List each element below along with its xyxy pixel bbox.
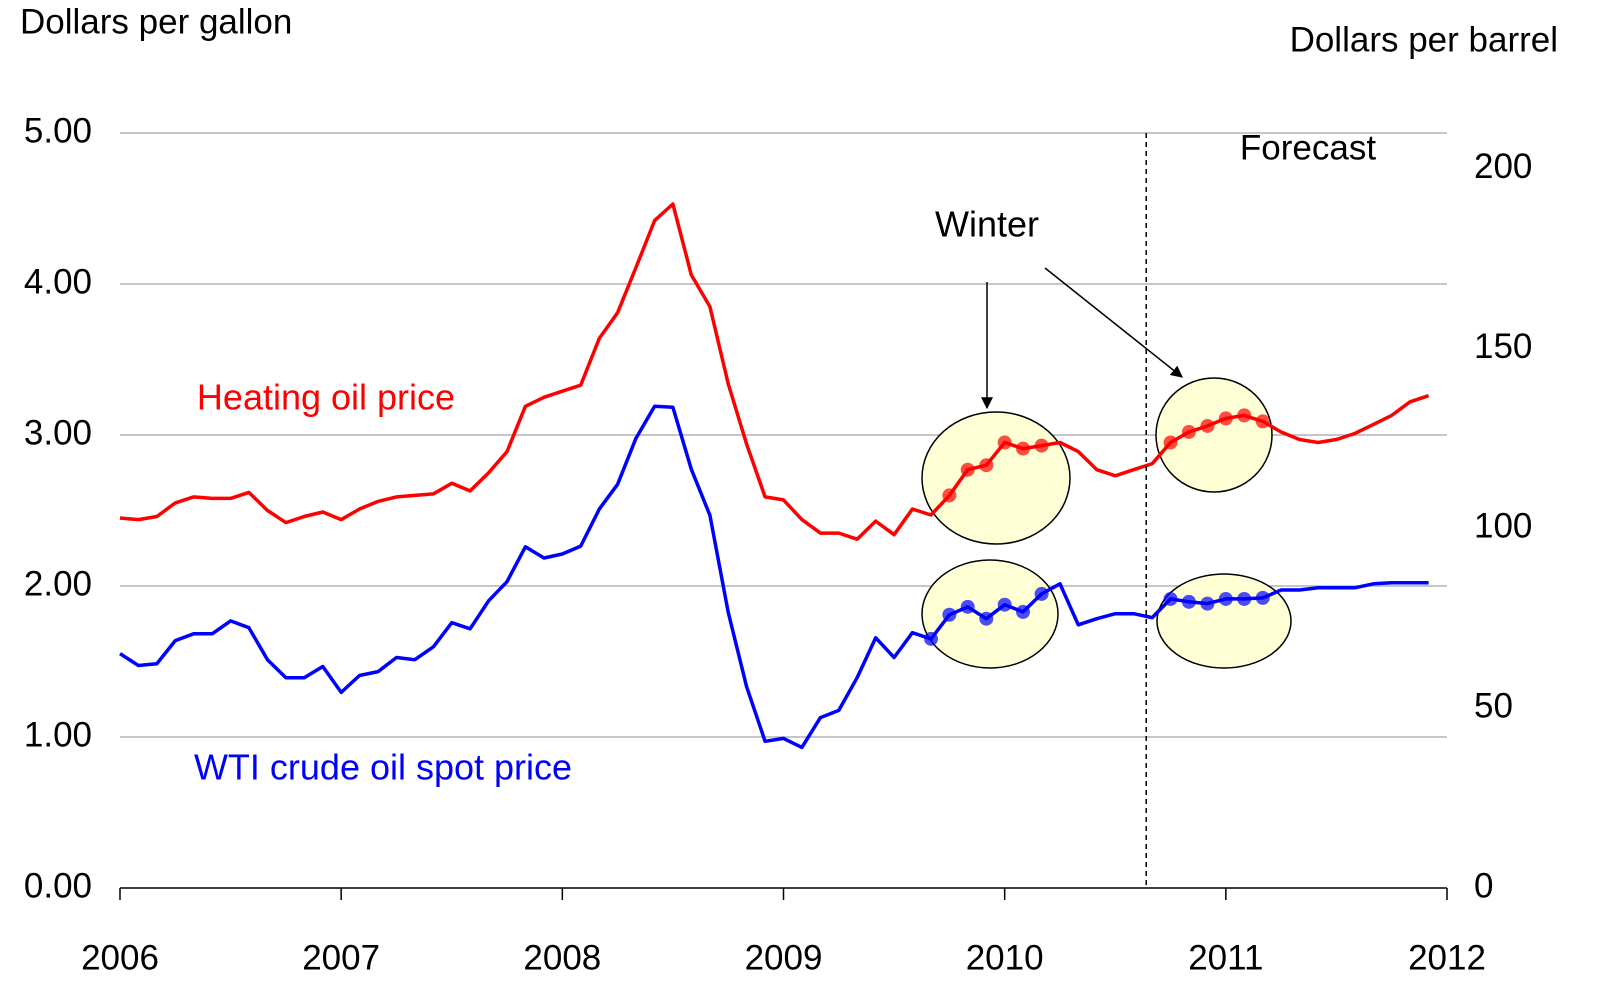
- point-marker: [1237, 591, 1252, 606]
- point-marker: [997, 435, 1012, 450]
- point-marker: [997, 597, 1012, 612]
- point-marker: [1255, 590, 1270, 605]
- point-marker: [979, 611, 994, 626]
- x-tick-label: 2009: [745, 938, 823, 977]
- point-marker: [1218, 591, 1233, 606]
- point-marker: [1237, 408, 1252, 423]
- point-marker: [1181, 424, 1196, 439]
- point-marker: [1218, 411, 1233, 426]
- point-marker: [942, 488, 957, 503]
- point-marker: [960, 599, 975, 614]
- winter-arrow: [1044, 267, 1183, 378]
- point-marker: [1200, 596, 1215, 611]
- x-tick-label: 2007: [302, 938, 380, 977]
- winter-circle: [1155, 377, 1273, 493]
- point-marker: [1034, 586, 1049, 601]
- y2-tick-label: 100: [1474, 507, 1532, 546]
- y2-tick-label: 200: [1474, 147, 1532, 186]
- winter-circle: [921, 411, 1071, 545]
- point-marker: [1016, 604, 1031, 619]
- point-marker: [924, 631, 939, 646]
- y2-tick-label: 50: [1474, 686, 1513, 725]
- point-marker: [960, 462, 975, 477]
- point-marker: [942, 607, 957, 622]
- y-axis-title: Dollars per gallon: [20, 2, 292, 41]
- y-tick-label: 5.00: [24, 111, 92, 150]
- winter-highlights: [921, 377, 1292, 669]
- y-tick-label: 1.00: [24, 715, 92, 754]
- plot: [119, 202, 1430, 750]
- point-marker: [1163, 435, 1178, 450]
- x-tick-label: 2012: [1408, 938, 1486, 977]
- point-marker: [1200, 418, 1215, 433]
- y2-axis-title: Dollars per barrel: [1290, 20, 1558, 59]
- forecast-label: Forecast: [1240, 128, 1376, 167]
- winter-circle: [1156, 573, 1292, 669]
- y-tick-label: 3.00: [24, 413, 92, 452]
- point-marker: [1255, 414, 1270, 429]
- y-tick-label: 2.00: [24, 564, 92, 603]
- y-tick-label: 0.00: [24, 866, 92, 905]
- x-tick-label: 2006: [81, 938, 159, 977]
- point-marker: [1181, 594, 1196, 609]
- x-tick-label: 2011: [1188, 938, 1263, 977]
- y2-tick-label: 150: [1474, 327, 1532, 366]
- point-marker: [1163, 591, 1178, 606]
- winter-label: Winter: [935, 204, 1039, 245]
- series-label: WTI crude oil spot price: [194, 747, 572, 788]
- point-marker: [979, 458, 994, 473]
- y2-tick-label: 0: [1474, 866, 1493, 905]
- point-marker: [1016, 441, 1031, 456]
- series-label: Heating oil price: [197, 377, 455, 418]
- x-tick-label: 2010: [966, 938, 1044, 977]
- x-tick-label: 2008: [523, 938, 601, 977]
- y-tick-label: 4.00: [24, 262, 92, 301]
- point-marker: [1034, 438, 1049, 453]
